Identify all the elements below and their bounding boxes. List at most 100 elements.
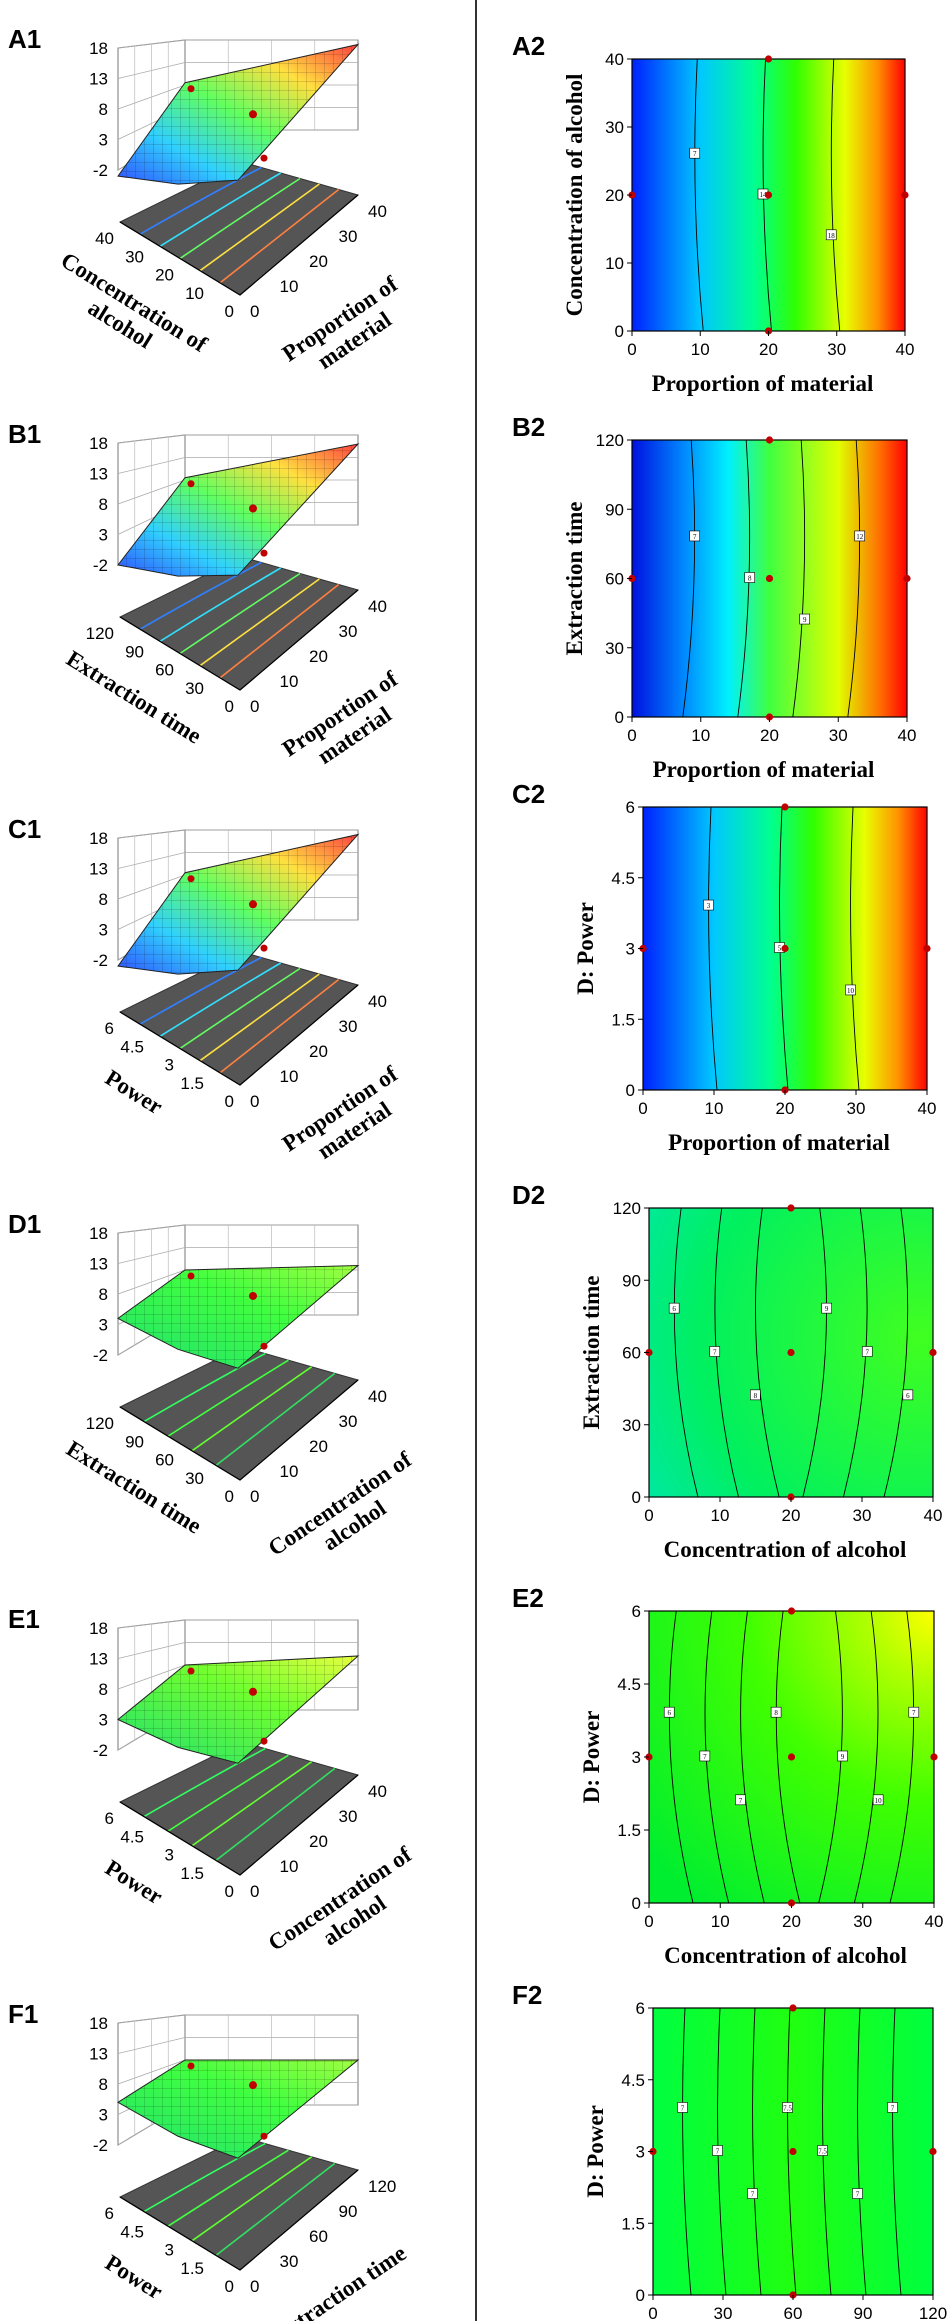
z-gridline	[117, 829, 358, 839]
contour-value-box	[908, 1706, 920, 1718]
surface-panel-e1: E1 181383-201020304001.534.56Concentratio…	[8, 1604, 416, 1956]
z-gridline	[117, 2014, 358, 2024]
y-tick-label: 90	[622, 1271, 641, 1290]
z-tick-label: 3	[99, 1316, 108, 1335]
floor-contour-line	[167, 1359, 289, 1437]
x-tick-label: 10	[691, 340, 710, 359]
design-point	[260, 2132, 268, 2140]
contour-value-box	[887, 2102, 898, 2113]
y-tick-label: 3	[636, 2143, 645, 2162]
y-axis-title: Extraction time	[579, 1276, 604, 1430]
x-tick-label: 20	[759, 340, 778, 359]
x-tick-label: 30	[829, 726, 848, 745]
x-tick-label: 30	[280, 2252, 299, 2271]
x-axis-title: Proportion ofmaterial	[278, 1061, 417, 1178]
x-tick-label: 40	[368, 992, 387, 1011]
z-tick-label: 8	[99, 1680, 108, 1699]
contour-value-box	[854, 530, 866, 542]
floor-contour-line	[219, 583, 340, 679]
y-tick-label: 0	[225, 697, 234, 716]
contour-value-label: 7	[693, 533, 697, 541]
y-tick-label: 0	[615, 322, 624, 341]
design-point	[765, 436, 774, 444]
x-axis-title: Proportion ofmaterial	[278, 271, 417, 388]
contour-value-box	[747, 2188, 758, 2199]
x-tick-label: 0	[644, 1912, 653, 1931]
y-tick-label: 40	[95, 229, 114, 248]
x-tick-label: 0	[250, 1882, 259, 1901]
floor-contour-line	[139, 956, 262, 1025]
floor-contour-line	[199, 973, 320, 1062]
contour-value-box	[699, 1750, 711, 1762]
contour-value-label: 6	[906, 1392, 910, 1400]
contour-line	[682, 439, 696, 718]
design-point	[187, 85, 195, 93]
y-tick-label: 4.5	[621, 2071, 645, 2090]
contour-line	[682, 2007, 692, 2296]
x-tick-label: 30	[847, 1099, 866, 1118]
surface-mesh	[118, 2060, 358, 2159]
contour-line	[830, 58, 841, 332]
design-point	[249, 900, 257, 909]
y-axis-title: D: Power	[573, 902, 598, 995]
z-tick-label: 18	[89, 829, 108, 848]
z-tick-label: 18	[89, 39, 108, 58]
y-tick-label: 120	[86, 624, 114, 643]
contour-value-label: 7	[856, 2191, 860, 2199]
x-tick-label: 0	[638, 1099, 647, 1118]
floor-contour-line	[167, 2149, 289, 2227]
contour-value-label: 8	[754, 1392, 758, 1400]
x-tick-label: 90	[854, 2304, 873, 2321]
z-tick-label: -2	[93, 1346, 108, 1365]
z-gridline	[117, 1247, 358, 1264]
design-point	[249, 1291, 257, 1300]
x-tick-label: 40	[896, 340, 915, 359]
surface-panel-b1: B1 18 13 8 3 -2 0 10 20 30 40 0 30 60 90 120 Proportion …	[8, 419, 402, 769]
x-tick-label: 30	[339, 227, 358, 246]
y-tick-label: 3	[165, 1056, 174, 1075]
panel-label: D1	[8, 1209, 41, 1239]
x-tick-label: 30	[853, 1912, 872, 1931]
surface-mesh	[118, 444, 358, 577]
y-tick-label: 6	[626, 798, 635, 817]
contour-value-box	[902, 1389, 914, 1401]
x-tick-label: 60	[309, 2227, 328, 2246]
design-point	[764, 55, 773, 63]
x-axis-title: Proportion of material	[652, 371, 874, 396]
y-tick-label: 0	[632, 1488, 641, 1507]
y-axis-title: Extraction time	[562, 502, 587, 656]
x-tick-label: 10	[280, 1067, 299, 1086]
y-tick-label: 90	[125, 1432, 144, 1451]
design-point	[789, 2004, 797, 2012]
z-tick-label: 8	[99, 100, 108, 119]
contour-value-label: 9	[803, 616, 807, 624]
contour-value-box	[825, 229, 837, 241]
floor-edge	[119, 1774, 359, 1876]
design-point	[260, 1342, 268, 1350]
floor-contour-line	[199, 183, 320, 272]
design-point	[187, 1272, 195, 1280]
z-tick-label: 13	[89, 1650, 108, 1669]
contour-value-label: 7	[739, 1797, 743, 1805]
y-tick-label: 30	[605, 639, 624, 658]
design-point	[187, 1667, 195, 1675]
design-point	[764, 191, 773, 199]
floor-edge	[119, 589, 359, 691]
design-point	[929, 1348, 937, 1357]
design-point	[787, 1753, 796, 1761]
floor-contour-line	[179, 177, 301, 260]
panel-label: E1	[8, 1604, 40, 1634]
x-tick-label: 0	[627, 726, 636, 745]
y-tick-label: 0	[615, 708, 624, 727]
y-axis-title: Power	[101, 1855, 167, 1909]
x-tick-label: 0	[250, 302, 259, 321]
y-tick-label: 1.5	[180, 1074, 204, 1093]
x-tick-label: 20	[782, 1912, 801, 1931]
y-tick-label: 30	[622, 1416, 641, 1435]
floor-contour-line	[191, 1366, 313, 1452]
x-tick-label: 40	[898, 726, 917, 745]
y-tick-label: 20	[155, 266, 174, 285]
x-tick-label: 30	[339, 1412, 358, 1431]
